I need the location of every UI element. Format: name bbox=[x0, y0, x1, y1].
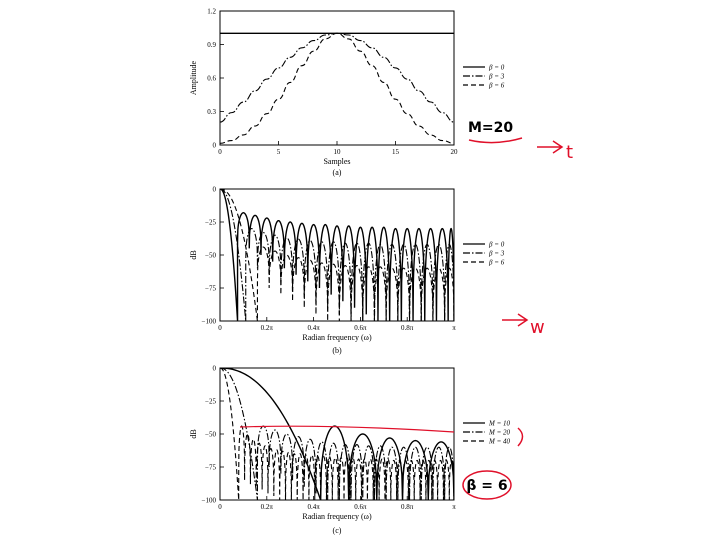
x-tick-label: 0.2π bbox=[261, 503, 274, 511]
x-tick-label: 0 bbox=[218, 503, 222, 511]
x-tick-label: 5 bbox=[277, 148, 281, 156]
panel-caption: (c) bbox=[333, 526, 342, 535]
legend-label: β = 6 bbox=[488, 259, 505, 267]
x-tick-label: 20 bbox=[451, 148, 459, 156]
y-tick-label: −50 bbox=[205, 252, 216, 260]
legend-label: M = 40 bbox=[488, 438, 511, 446]
plot-frame bbox=[219, 367, 455, 501]
t-annotation: t bbox=[566, 142, 573, 163]
chart-3: 0 0.2π 0.4π 0.6π 0.8π π 0 −25 −50 −75 −100 Radian f… bbox=[189, 365, 511, 536]
underline-stroke bbox=[468, 137, 523, 144]
x-axis-label: Radian frequency (ω) bbox=[302, 333, 372, 342]
series-line-1 bbox=[220, 368, 454, 500]
y-tick-label: −100 bbox=[202, 318, 217, 326]
x-axis-label: Samples bbox=[323, 157, 350, 166]
beta-annotation: β = 6 bbox=[466, 478, 507, 494]
x-tick-label: π bbox=[452, 324, 456, 332]
legend-label: β = 6 bbox=[488, 82, 505, 90]
y-tick-label: −75 bbox=[205, 285, 216, 293]
circle-stroke bbox=[462, 470, 512, 500]
bracket-stroke bbox=[517, 427, 524, 447]
x-tick-label: 0.6π bbox=[354, 503, 367, 511]
envelope-line bbox=[239, 425, 455, 433]
legend-label: β = 3 bbox=[488, 250, 505, 258]
legend-label: M = 20 bbox=[488, 429, 511, 437]
y-tick-label: 0.3 bbox=[207, 108, 216, 116]
m-annotation: M=20 bbox=[468, 120, 513, 136]
y-axis-label: Amplitude bbox=[189, 60, 198, 95]
legend-label: M = 10 bbox=[488, 420, 511, 428]
series-line-2 bbox=[220, 368, 454, 500]
w-annotation: w bbox=[530, 317, 545, 338]
legend-label: β = 0 bbox=[488, 241, 505, 249]
series-line-3 bbox=[220, 32, 454, 144]
series-line-2 bbox=[220, 32, 454, 123]
panel-caption: (b) bbox=[332, 346, 342, 355]
x-tick-label: 0.2π bbox=[261, 324, 274, 332]
series-line-2 bbox=[220, 189, 454, 321]
chart-1: 0 5 10 15 20 0 0.3 0.6 0.9 1.2 Samples Amplitude (a)… bbox=[189, 8, 505, 178]
y-tick-label: 0.9 bbox=[207, 41, 216, 49]
legend-label: β = 3 bbox=[488, 73, 505, 81]
y-tick-label: 0 bbox=[213, 142, 217, 150]
x-tick-label: 0.8π bbox=[401, 324, 414, 332]
y-axis-label: dB bbox=[189, 429, 198, 438]
legend-label: β = 0 bbox=[488, 64, 505, 72]
arrow-right-icon bbox=[537, 140, 564, 154]
x-tick-label: 0 bbox=[218, 324, 222, 332]
x-axis-label: Radian frequency (ω) bbox=[302, 512, 372, 521]
arrow-right-icon bbox=[502, 313, 529, 327]
x-tick-label: 15 bbox=[392, 148, 400, 156]
y-tick-label: 0 bbox=[213, 365, 217, 373]
y-tick-label: 0 bbox=[213, 186, 217, 194]
x-tick-label: π bbox=[452, 503, 456, 511]
y-axis-label: dB bbox=[189, 250, 198, 259]
y-tick-label: −25 bbox=[205, 219, 216, 227]
annotations: M=20 t w β = 6 bbox=[239, 120, 573, 500]
y-tick-label: −50 bbox=[205, 431, 216, 439]
x-tick-label: 0.4π bbox=[307, 324, 320, 332]
series-line-3 bbox=[220, 368, 454, 500]
y-tick-label: −25 bbox=[205, 398, 216, 406]
series-line-3 bbox=[220, 189, 454, 321]
y-tick-label: −75 bbox=[205, 464, 216, 472]
chart-2: 0 0.2π 0.4π 0.6π 0.8π π 0 −25 −50 −75 −100 Radian f… bbox=[189, 186, 505, 356]
x-tick-label: 10 bbox=[334, 148, 342, 156]
x-tick-label: 0.6π bbox=[354, 324, 367, 332]
x-tick-label: 0.4π bbox=[307, 503, 320, 511]
plot-frame bbox=[219, 10, 455, 146]
y-tick-label: 1.2 bbox=[207, 8, 216, 16]
y-tick-label: −100 bbox=[202, 497, 217, 505]
y-tick-label: 0.6 bbox=[207, 75, 216, 83]
x-tick-label: 0 bbox=[218, 148, 222, 156]
panel-caption: (a) bbox=[333, 168, 342, 177]
x-tick-label: 0.8π bbox=[401, 503, 414, 511]
